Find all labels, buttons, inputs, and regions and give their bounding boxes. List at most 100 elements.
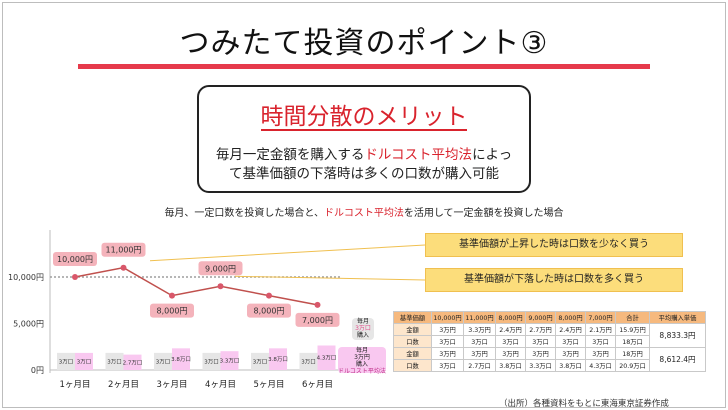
merit-description: 毎月一定金額を購入するドルコスト平均法によっ て基準価額の下落時は多くの口数が購… — [199, 146, 529, 184]
source-note: （出所）各種資料をもとに東海東京証券作成 — [499, 399, 669, 409]
table-cell: 3万円 — [463, 347, 496, 360]
table-cell: 3万円 — [495, 347, 526, 360]
table-header: 10,000円 — [431, 311, 464, 324]
table-cell: 3万円 — [431, 347, 464, 360]
bar-fixed-units — [202, 352, 221, 370]
legend-fixed-amount-line: 毎月 — [355, 347, 368, 354]
price-label-bg — [53, 252, 97, 266]
bar-fixed-amount — [75, 352, 93, 370]
table-cell: 2.4万円 — [555, 323, 586, 336]
merit-desc-highlight: ドルコスト平均法 — [364, 147, 473, 163]
table-cell: 2.4万円 — [495, 323, 526, 336]
x-tick-label: 4ヶ月目 — [205, 380, 236, 390]
price-label: 8,000円 — [254, 307, 285, 316]
table-cell: 3万口 — [431, 335, 464, 348]
table-cell: 3.3万口 — [525, 359, 556, 372]
y-tick-label: 10,000円 — [8, 273, 44, 282]
merit-heading: 時間分散のメリット — [260, 104, 468, 130]
legend-fixed-units: 毎月 3万口 購入 — [352, 318, 374, 340]
y-tick-label: 0円 — [31, 366, 44, 375]
table-cell: 3.8万口 — [555, 359, 586, 372]
avg-price-fixed-amount: 8,612.4円 — [649, 347, 706, 372]
price-label: 10,000円 — [57, 255, 93, 264]
bar-fixed-amount-label: 3万口 — [77, 358, 92, 365]
bar-fixed-amount-label: 2.7万口 — [123, 359, 143, 366]
caption-part-b: を活用して一定金額を投資した場合 — [403, 208, 564, 219]
table-cell: 15.9万円 — [615, 323, 650, 336]
bar-fixed-amount — [220, 351, 239, 370]
bar-fixed-units-label: 3万口 — [156, 358, 171, 365]
y-tick-label: 5,000円 — [13, 320, 44, 329]
table-header: 合計 — [615, 311, 650, 324]
table-header: 11,000円 — [463, 311, 496, 324]
bar-fixed-units-label: 3万口 — [59, 358, 74, 365]
merit-heading-underline — [261, 129, 467, 131]
price-label-bg — [295, 312, 340, 327]
callout-connector-falling — [234, 275, 426, 281]
table-cell: 口数 — [393, 359, 432, 372]
merit-box: 時間分散のメリット 毎月一定金額を購入するドルコスト平均法によっ て基準価額の下… — [197, 85, 531, 193]
price-label-bg — [101, 242, 146, 257]
bar-fixed-units-label: 3万口 — [253, 358, 268, 365]
table-row: 口数 3万口 2.7万口 3.8万口 3.3万口 3.8万口 4.3万口 20.… — [393, 359, 706, 372]
price-marker — [314, 301, 321, 308]
price-label: 7,000円 — [302, 316, 333, 325]
table-header: 平均購入単価 — [649, 311, 706, 324]
table-cell: 18万円 — [615, 347, 650, 360]
table-cell: 3万口 — [463, 335, 496, 348]
bar-fixed-amount — [317, 345, 336, 370]
price-line — [74, 266, 318, 306]
table-cell: 3万口 — [555, 335, 586, 348]
price-marker — [120, 264, 127, 271]
table-row: 金額 3万円 3万円 3万円 3万円 3万円 3万円 18万円 8,612.4円 — [393, 347, 706, 372]
comparison-table: 基準価額 10,000円 11,000円 8,000円 9,000円 8,000… — [393, 311, 706, 372]
bar-fixed-amount-label: 4.3万口 — [317, 355, 337, 362]
table-row: 金額 3万円 3.3万円 2.4万円 2.7万円 2.4万円 2.1万円 15.… — [393, 323, 706, 348]
callout-rising: 基準価額が上昇した時は口数を少なく買う — [425, 233, 683, 257]
bar-fixed-units — [57, 352, 75, 370]
bar-fixed-units — [105, 352, 124, 370]
table-cell: 20.9万口 — [615, 359, 650, 372]
legend-fixed-amount-line: 購入 — [355, 361, 368, 368]
bar-fixed-amount-label: 3.3万口 — [220, 358, 240, 365]
table-cell: 3万口 — [431, 359, 464, 372]
table-cell: 2.1万円 — [585, 323, 616, 336]
price-label-bg — [198, 261, 243, 276]
bar-fixed-units — [251, 352, 269, 370]
table-cell: 2.7万口 — [463, 359, 496, 372]
merit-desc-part-b: によっ — [472, 147, 513, 163]
table-cell: 3万口 — [525, 335, 556, 348]
avg-price-fixed-units: 8,833.3円 — [649, 323, 706, 348]
price-marker — [217, 283, 224, 290]
x-tick-label: 3ヶ月目 — [157, 380, 188, 390]
legend-fixed-units-line: 購入 — [356, 332, 369, 339]
callout-connector-rising — [149, 244, 426, 262]
chart-caption: 毎月、一定口数を投資した場合と、ドルコスト平均法を活用して一定金額を投資した場合 — [0, 204, 728, 219]
table-cell: 口数 — [393, 335, 432, 348]
merit-desc-part-a: 毎月一定金額を購入する — [215, 147, 365, 163]
bar-fixed-amount-label: 3.8万口 — [171, 356, 191, 363]
price-marker — [169, 292, 175, 299]
price-marker — [72, 274, 78, 280]
table-cell: 3万円 — [585, 347, 616, 360]
bar-fixed-units — [299, 352, 318, 370]
table-header: 9,000円 — [525, 311, 556, 324]
price-label: 9,000円 — [205, 264, 236, 273]
callout-falling: 基準価額が下落した時は口数を多く買う — [425, 268, 683, 292]
legend-fixed-amount-sub: ドルコスト平均法 — [338, 368, 386, 375]
legend-fixed-units-line: 3万口 — [355, 325, 371, 332]
bar-fixed-amount — [172, 348, 190, 370]
table-cell: 金額 — [393, 323, 432, 336]
legend-fixed-amount-line: 3万円 — [354, 354, 370, 361]
caption-highlight: ドルコスト平均法 — [324, 208, 404, 219]
price-marker — [266, 292, 272, 299]
slide-title: つみたて投資のポイント③ — [179, 26, 549, 61]
table-cell: 3万口 — [495, 335, 526, 348]
legend-fixed-amount: 毎月 3万円 購入 ドルコスト平均法 — [338, 347, 386, 375]
x-tick-label: 2ヶ月目 — [108, 380, 139, 390]
bar-fixed-amount — [269, 348, 287, 370]
table-cell: 3万円 — [555, 347, 586, 360]
merit-desc-line2: て基準価額の下落時は多くの口数が購入可能 — [229, 166, 499, 182]
